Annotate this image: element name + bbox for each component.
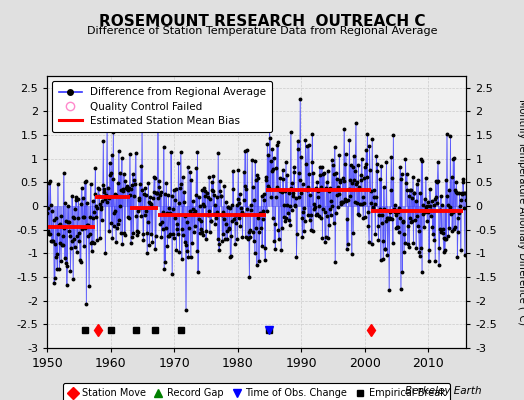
Y-axis label: Monthly Temperature Anomaly Difference (°C): Monthly Temperature Anomaly Difference (… bbox=[517, 99, 524, 325]
Text: Difference of Station Temperature Data from Regional Average: Difference of Station Temperature Data f… bbox=[87, 26, 437, 36]
Text: ROSEMOUNT RESEARCH  OUTREACH C: ROSEMOUNT RESEARCH OUTREACH C bbox=[99, 14, 425, 29]
Text: Berkeley Earth: Berkeley Earth bbox=[406, 386, 482, 396]
Legend: Station Move, Record Gap, Time of Obs. Change, Empirical Break: Station Move, Record Gap, Time of Obs. C… bbox=[63, 383, 450, 400]
